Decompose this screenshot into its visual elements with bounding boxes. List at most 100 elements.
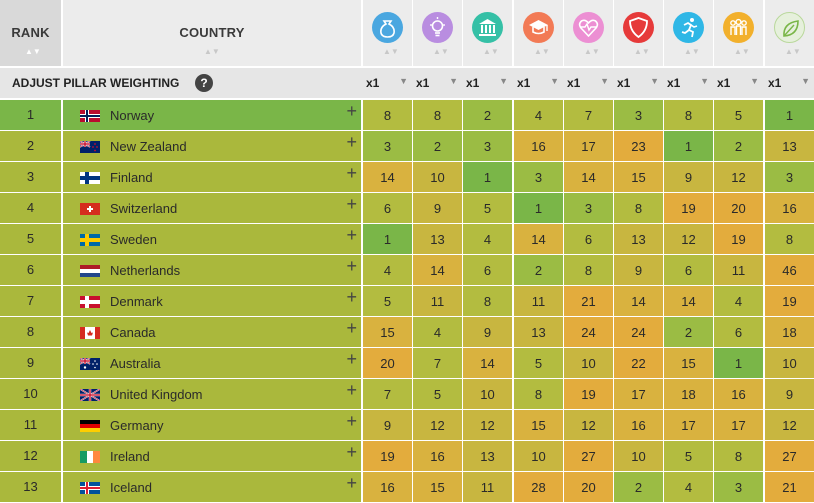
pillar-column-header-6[interactable]: ▲▼ xyxy=(614,0,663,66)
chevron-down-icon[interactable]: ▼ xyxy=(600,76,609,86)
ireland-flag-icon xyxy=(80,451,100,463)
rank-column-header[interactable]: RANK ▲▼ xyxy=(0,0,61,66)
table-row: 8 Canada +15 4 9 13 24 24 2 6 18 xyxy=(0,317,814,347)
pillar-weight-select-1[interactable]: x1 ▼ xyxy=(363,68,412,98)
pillar-rank-cell: 1 xyxy=(714,348,763,378)
rank-header-label: RANK xyxy=(11,25,50,40)
pillar-rank-cell: 1 xyxy=(463,162,512,192)
country-name: Australia xyxy=(110,356,161,371)
rank-cell: 12 xyxy=(0,441,61,471)
pillar-weight-select-8[interactable]: x1 ▼ xyxy=(714,68,763,98)
expand-row-button[interactable]: + xyxy=(346,256,357,276)
pillar-sort-icon[interactable]: ▲▼ xyxy=(483,47,499,56)
rank-sort-icon[interactable]: ▲▼ xyxy=(25,47,41,56)
chevron-down-icon[interactable]: ▼ xyxy=(801,76,810,86)
chevron-down-icon[interactable]: ▼ xyxy=(750,76,759,86)
pillar-rank-cell: 19 xyxy=(765,286,814,316)
pillar-rank-cell: 14 xyxy=(664,286,713,316)
pillar-weight-select-5[interactable]: x1 ▼ xyxy=(564,68,613,98)
country-sort-icon[interactable]: ▲▼ xyxy=(204,47,220,56)
pillar-rank-cell: 19 xyxy=(564,379,613,409)
pillar-rank-cell: 9 xyxy=(664,162,713,192)
chevron-down-icon[interactable]: ▼ xyxy=(700,76,709,86)
chevron-down-icon[interactable]: ▼ xyxy=(499,76,508,86)
pillar-rank-cell: 15 xyxy=(614,162,663,192)
expand-row-button[interactable]: + xyxy=(346,287,357,307)
pillar-rank-cell: 13 xyxy=(463,441,512,471)
pillar-rank-cell: 3 xyxy=(564,193,613,223)
pillar-rank-cell: 9 xyxy=(614,255,663,285)
pillar-column-header-3[interactable]: ▲▼ xyxy=(463,0,512,66)
pillar-rank-cell: 13 xyxy=(413,224,462,254)
chevron-down-icon[interactable]: ▼ xyxy=(650,76,659,86)
table-row: 2 New Zealand +3 2 3 16 17 23 1 2 13 xyxy=(0,131,814,161)
expand-row-button[interactable]: + xyxy=(346,473,357,493)
chevron-down-icon[interactable]: ▼ xyxy=(399,76,408,86)
help-icon[interactable]: ? xyxy=(195,74,213,92)
pillar-weight-select-4[interactable]: x1 ▼ xyxy=(514,68,563,98)
pillar-rank-cell: 14 xyxy=(514,224,563,254)
expand-row-button[interactable]: + xyxy=(346,101,357,121)
pillar-column-header-8[interactable]: ▲▼ xyxy=(714,0,763,66)
pillar-weight-value: x1 xyxy=(366,76,380,90)
pillar-rank-cell: 10 xyxy=(765,348,814,378)
pillar-sort-icon[interactable]: ▲▼ xyxy=(785,47,801,56)
country-name: Iceland xyxy=(110,480,152,495)
shield-icon xyxy=(623,12,654,43)
pillar-rank-cell: 1 xyxy=(514,193,563,223)
pillar-column-header-1[interactable]: ▲▼ xyxy=(363,0,412,66)
pillar-rank-cell: 16 xyxy=(413,441,462,471)
pillar-column-header-2[interactable]: ▲▼ xyxy=(413,0,462,66)
expand-row-button[interactable]: + xyxy=(346,318,357,338)
switzerland-flag-icon xyxy=(80,203,100,215)
pillar-rank-cell: 5 xyxy=(514,348,563,378)
pillar-rank-cell: 16 xyxy=(514,131,563,161)
expand-row-button[interactable]: + xyxy=(346,442,357,462)
expand-row-button[interactable]: + xyxy=(346,163,357,183)
pillar-column-header-9[interactable]: ▲▼ xyxy=(765,0,814,66)
expand-row-button[interactable]: + xyxy=(346,349,357,369)
pillar-rank-cell: 10 xyxy=(564,348,613,378)
money-bag-icon xyxy=(372,12,403,43)
country-cell: New Zealand + xyxy=(63,131,361,161)
country-cell: Iceland + xyxy=(63,472,361,502)
pillar-sort-icon[interactable]: ▲▼ xyxy=(634,47,650,56)
pillar-rank-cell: 2 xyxy=(714,131,763,161)
pillar-rank-cell: 10 xyxy=(413,162,462,192)
expand-row-button[interactable]: + xyxy=(346,132,357,152)
pillar-rank-cell: 22 xyxy=(614,348,663,378)
country-name: Finland xyxy=(110,170,153,185)
pillar-sort-icon[interactable]: ▲▼ xyxy=(433,47,449,56)
pillar-sort-icon[interactable]: ▲▼ xyxy=(534,47,550,56)
pillar-weight-select-7[interactable]: x1 ▼ xyxy=(664,68,713,98)
pillar-sort-icon[interactable]: ▲▼ xyxy=(734,47,750,56)
pillar-rank-cell: 4 xyxy=(664,472,713,502)
chevron-down-icon[interactable]: ▼ xyxy=(550,76,559,86)
expand-row-button[interactable]: + xyxy=(346,380,357,400)
expand-row-button[interactable]: + xyxy=(346,411,357,431)
pillar-weight-select-3[interactable]: x1 ▼ xyxy=(463,68,512,98)
pillar-column-header-5[interactable]: ▲▼ xyxy=(564,0,613,66)
country-column-header[interactable]: COUNTRY ▲▼ xyxy=(63,0,361,66)
expand-row-button[interactable]: + xyxy=(346,194,357,214)
pillar-weight-select-2[interactable]: x1 ▼ xyxy=(413,68,462,98)
pillar-rank-cell: 4 xyxy=(514,100,563,130)
denmark-flag-icon xyxy=(80,296,100,308)
pillar-weight-select-9[interactable]: x1 ▼ xyxy=(765,68,814,98)
pillar-sort-icon[interactable]: ▲▼ xyxy=(684,47,700,56)
pillar-sort-icon[interactable]: ▲▼ xyxy=(383,47,399,56)
chevron-down-icon[interactable]: ▼ xyxy=(449,76,458,86)
pillar-sort-icon[interactable]: ▲▼ xyxy=(584,47,600,56)
pillar-rank-cell: 8 xyxy=(564,255,613,285)
pillar-column-header-7[interactable]: ▲▼ xyxy=(664,0,713,66)
pillar-rank-cell: 1 xyxy=(664,131,713,161)
pillar-column-header-4[interactable]: ▲▼ xyxy=(514,0,563,66)
country-cell: Canada + xyxy=(63,317,361,347)
pillar-rank-cell: 11 xyxy=(463,472,512,502)
country-cell: Denmark + xyxy=(63,286,361,316)
pillar-weight-select-6[interactable]: x1 ▼ xyxy=(614,68,663,98)
pillar-rank-cell: 19 xyxy=(664,193,713,223)
pillar-rank-cell: 3 xyxy=(463,131,512,161)
expand-row-button[interactable]: + xyxy=(346,225,357,245)
pillar-rank-cell: 12 xyxy=(765,410,814,440)
